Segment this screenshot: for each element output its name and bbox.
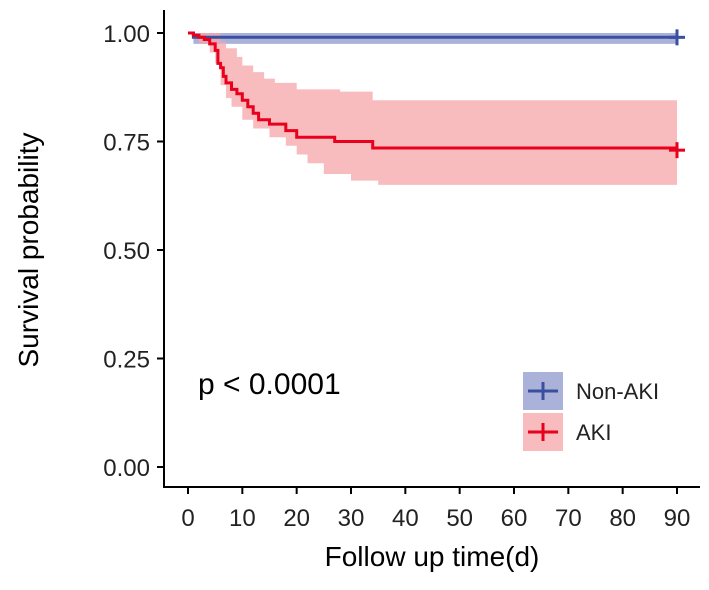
p-value-annotation: p < 0.0001 — [198, 368, 341, 401]
x-tick-label: 0 — [181, 505, 194, 532]
x-tick-label: 50 — [446, 505, 473, 532]
legend-item-non-aki: Non-AKI — [523, 372, 659, 410]
legend-item-aki: AKI — [523, 413, 611, 451]
censor-mark-aki — [669, 142, 685, 159]
x-tick-label: 80 — [609, 505, 636, 532]
x-tick-label: 30 — [338, 505, 365, 532]
y-tick-label: 0.75 — [103, 130, 150, 157]
y-axis-title: Survival probability — [13, 133, 44, 368]
x-tick-label: 10 — [229, 505, 256, 532]
x-tick-label: 60 — [501, 505, 528, 532]
y-tick-label: 1.00 — [103, 21, 150, 48]
axes — [163, 10, 700, 488]
x-tick-label: 70 — [555, 505, 582, 532]
censor-marks — [669, 29, 685, 159]
x-tick-label: 90 — [664, 505, 691, 532]
x-ticks: 0 10 20 30 40 50 60 70 80 90 — [181, 487, 690, 532]
legend-label: Non-AKI — [576, 379, 659, 404]
censor-mark-non-aki — [669, 29, 685, 46]
x-tick-label: 40 — [392, 505, 419, 532]
x-axis-title: Follow up time(d) — [325, 541, 540, 572]
y-tick-label: 0.50 — [103, 238, 150, 265]
confidence-bands — [188, 33, 677, 188]
ci-band-aki — [188, 33, 677, 188]
y-tick-label: 0.25 — [103, 347, 150, 374]
legend: Non-AKI AKI — [523, 372, 659, 451]
y-tick-label: 0.00 — [103, 455, 150, 482]
legend-label: AKI — [576, 420, 611, 445]
survival-line-aki — [188, 31, 679, 151]
x-tick-label: 20 — [283, 505, 310, 532]
survival-curves — [188, 31, 679, 151]
y-ticks: 0.00 0.25 0.50 0.75 1.00 — [103, 21, 164, 482]
